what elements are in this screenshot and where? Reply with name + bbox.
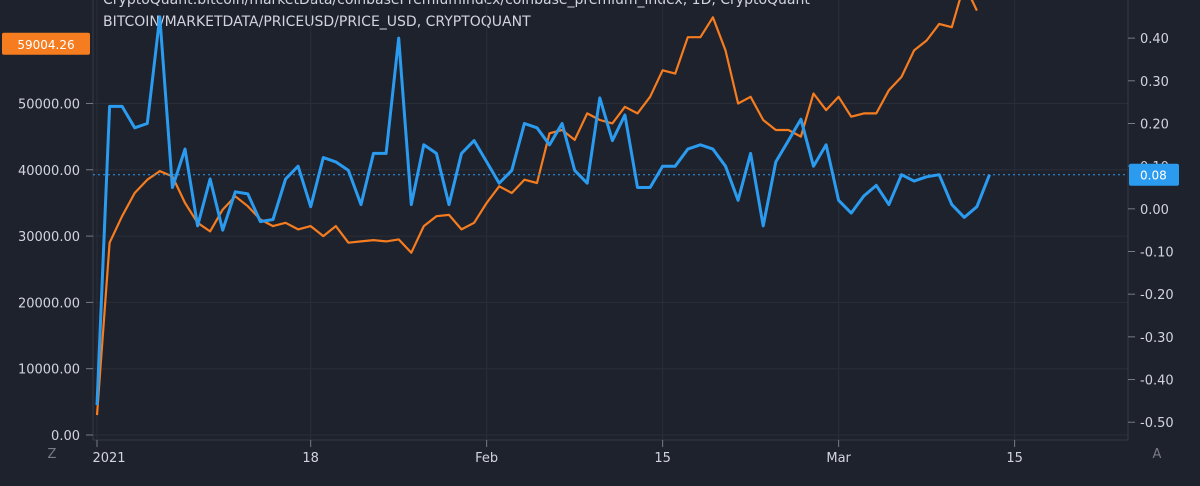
x-tick-label: Mar [826, 451, 851, 466]
premium-badge [1129, 163, 1179, 186]
left-tick-label: 20000.00 [18, 296, 80, 311]
right-axis-ticks: -0.50-0.40-0.30-0.20-0.100.000.100.200.3… [1128, 32, 1174, 431]
legend-premium-index: CryptoQuant:bitcoin/marketData/coinbaseP… [103, 0, 810, 8]
series-line-coinbase-premium-index [95, 15, 991, 406]
right-tick-label: -0.20 [1140, 288, 1174, 303]
series-lines [93, 0, 1128, 416]
grid [93, 0, 1128, 440]
x-tick-label: 15 [654, 451, 671, 466]
left-tick-label: 50000.00 [18, 97, 80, 112]
corner-right-label[interactable]: A [1153, 447, 1162, 462]
x-axis-ticks: 2021 18 Feb 15 Mar 15 [92, 440, 1023, 466]
legend-price-usd: BITCOIN/MARKETDATA/PRICEUSD/PRICE_USD, C… [103, 14, 531, 30]
right-tick-label: -0.50 [1140, 416, 1174, 431]
right-tick-label: 0.40 [1140, 32, 1169, 47]
left-tick-label: 10000.00 [18, 363, 80, 378]
right-tick-label: -0.30 [1140, 331, 1174, 346]
right-tick-label: -0.40 [1140, 374, 1174, 389]
series-line-price-usd [95, 0, 978, 416]
right-tick-label: 0.00 [1140, 203, 1169, 218]
price-badge-label: 59004.26 [17, 38, 74, 52]
x-tick-label: 18 [302, 451, 319, 466]
x-tick-label: 2021 [92, 451, 125, 466]
x-tick-label: Feb [475, 451, 498, 466]
price-badges: 59004.26 0.08 [2, 32, 1179, 186]
left-axis-ticks: 0.00 10000.00 20000.00 30000.00 40000.00 5000… [18, 97, 93, 444]
price-badge [2, 32, 90, 55]
right-tick-label: 0.30 [1140, 75, 1169, 90]
left-tick-label: 40000.00 [18, 164, 80, 179]
left-tick-label: 30000.00 [18, 230, 80, 245]
corner-left-label[interactable]: Z [48, 447, 57, 462]
right-tick-label: 0.20 [1140, 117, 1169, 132]
x-tick-label: 15 [1006, 451, 1023, 466]
premium-badge-label: 0.08 [1140, 169, 1167, 183]
left-tick-label: 0.00 [51, 429, 80, 444]
right-tick-label: -0.10 [1140, 246, 1174, 261]
